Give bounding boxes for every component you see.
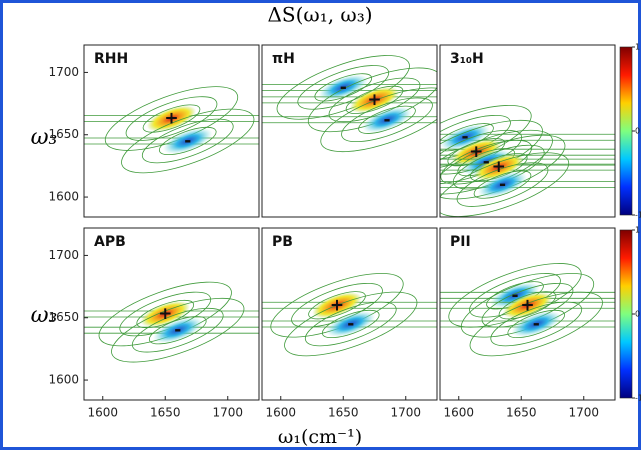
- colorbar-tick-label: 0: [635, 127, 640, 136]
- colorbar: [620, 47, 632, 215]
- figure-title: ΔS(ω₁, ω₃): [267, 3, 372, 27]
- panel: -+- PII 1600 1650 1700 -1 0 1: [440, 226, 641, 420]
- x-tick-label: 1600: [265, 406, 296, 420]
- panel: -+- πH: [262, 42, 460, 217]
- peak-sign: -: [461, 127, 468, 147]
- peak-sign: -: [347, 314, 354, 334]
- peak-sign: -: [499, 175, 506, 195]
- x-tick-label: 1700: [390, 406, 421, 420]
- peak-sign: -: [511, 285, 518, 305]
- x-tick-label: 1650: [328, 406, 359, 420]
- panel-label: PII: [450, 234, 471, 250]
- peak-sign: +: [367, 90, 381, 110]
- peak-sign: +: [469, 142, 483, 162]
- y-tick-label: 1600: [48, 373, 79, 387]
- plot-area: [262, 45, 437, 217]
- panel-label: APB: [94, 234, 126, 250]
- x-axis-label: ω₁(cm⁻¹): [278, 426, 362, 448]
- x-tick-label: 1700: [568, 406, 599, 420]
- peak-sign: -: [483, 152, 490, 172]
- panel: +- APB 1600 1650 1700 1600 1650 1700: [48, 228, 259, 420]
- y-tick-label: 1700: [48, 65, 79, 79]
- peak-sign: -: [184, 131, 191, 151]
- panel: +- PB 1600 1650 1700: [262, 228, 437, 420]
- peak-sign: -: [533, 314, 540, 334]
- panel: +- RHH 1600 1650 1700: [48, 45, 261, 217]
- x-tick-label: 1600: [443, 406, 474, 420]
- peak-sign: +: [158, 304, 172, 324]
- y-tick-label: 1650: [48, 127, 79, 141]
- peak-sign: -: [383, 110, 390, 130]
- y-tick-label: 1600: [48, 190, 79, 204]
- x-tick-label: 1600: [87, 406, 118, 420]
- x-tick-label: 1650: [150, 406, 181, 420]
- figure: ΔS(ω₁, ω₃) ω₁(cm⁻¹) ω₃ ω₃ +-RHH160016501…: [0, 0, 641, 450]
- panel-label: 3₁₀H: [450, 51, 484, 67]
- colorbar-tick-label: 1: [635, 43, 640, 52]
- colorbar-tick-label: -1: [635, 211, 641, 220]
- page: {"figure": {"title": "ΔS(ω₁, ω₃)", "xlab…: [0, 0, 641, 450]
- peak-sign: -: [340, 77, 347, 97]
- peak-sign: +: [330, 295, 344, 315]
- colorbar-tick-label: -1: [635, 394, 641, 403]
- y-tick-label: 1650: [48, 310, 79, 324]
- panel-label: πH: [272, 51, 295, 67]
- x-tick-label: 1650: [506, 406, 537, 420]
- y-tick-label: 1700: [48, 248, 79, 262]
- peak-sign: -: [174, 320, 181, 340]
- x-tick-label: 1700: [212, 406, 243, 420]
- panel-label: PB: [272, 234, 293, 250]
- colorbar-tick-label: 1: [635, 226, 640, 235]
- colorbar: [620, 230, 632, 398]
- peak-sign: +: [164, 109, 178, 129]
- colorbar-tick-label: 0: [635, 310, 640, 319]
- peak-sign: +: [520, 295, 534, 315]
- panel-label: RHH: [94, 51, 128, 67]
